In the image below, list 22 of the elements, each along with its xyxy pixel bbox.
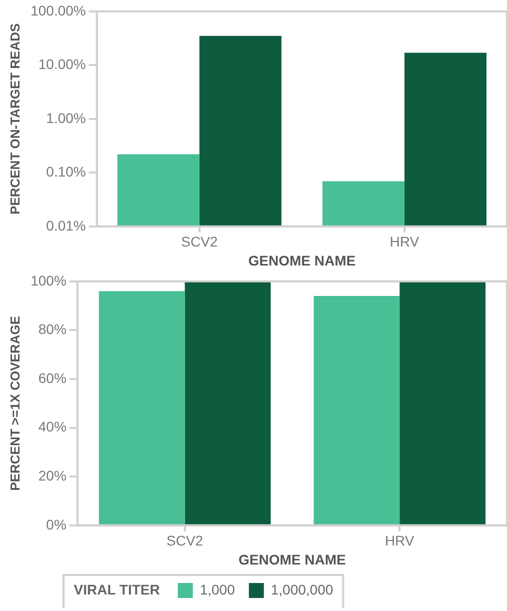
y-axis-title: PERCENT ON-TARGET READS [7,22,22,214]
y-tick-label: 0% [46,516,66,532]
x-tick-label: SCV2 [166,532,204,549]
legend-label: 1,000 [200,581,236,598]
x-tick-label: HRV [384,532,415,549]
y-tick-label: 60% [38,370,66,386]
legend-label: 1,000,000 [270,581,334,598]
y-tick-label: 80% [38,321,66,338]
y-tick-label: 10.00% [38,56,86,72]
x-axis-title: GENOME NAME [238,551,346,568]
y-tick-label: 0.01% [46,217,86,234]
legend-title: VIRAL TITER [74,581,160,598]
x-axis-title: GENOME NAME [248,252,356,268]
y-tick-label: 40% [38,418,66,435]
y-tick-label: 20% [38,467,66,484]
x-tick-label: HRV [390,234,420,250]
y-tick-label: 0.10% [46,164,86,180]
y-tick-label: 1.00% [46,110,86,126]
y-axis-title: PERCENT >=1X COVERAGE [7,316,22,491]
x-tick-label: SCV2 [181,234,218,250]
y-tick-label: 100.00% [30,2,86,18]
y-tick-label: 100% [30,272,66,288]
